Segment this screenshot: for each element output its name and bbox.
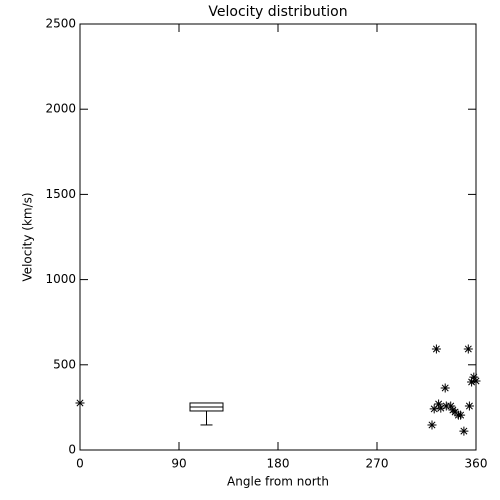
asterisk-stroke (440, 383, 450, 393)
asterisk-stroke (75, 398, 85, 408)
asterisk-stroke (459, 426, 469, 436)
y-axis-label: Velocity (km/s) (21, 192, 35, 281)
asterisk-stroke (446, 401, 456, 411)
x-axis-label: Angle from north (227, 475, 329, 489)
x-tick-label: 360 (465, 457, 488, 471)
asterisk-stroke (463, 344, 473, 354)
asterisk-stroke (467, 377, 477, 387)
asterisk-stroke (469, 372, 479, 382)
y-tick-label: 1000 (45, 272, 76, 286)
asterisk-point (459, 426, 469, 436)
asterisk-point (434, 399, 444, 409)
asterisk-point (463, 344, 473, 354)
asterisk-point (471, 376, 481, 386)
asterisk-stroke (429, 404, 439, 414)
x-tick-label: 0 (76, 457, 84, 471)
y-tick-label: 1500 (45, 187, 76, 201)
chart-title: Velocity distribution (208, 4, 347, 20)
x-tick-label: 270 (366, 457, 389, 471)
asterisk-stroke (434, 399, 444, 409)
asterisk-stroke (431, 344, 441, 354)
asterisk-stroke (456, 410, 466, 420)
asterisk-stroke (436, 403, 446, 413)
asterisk-point (456, 410, 466, 420)
asterisk-point (464, 401, 474, 411)
asterisk-point (450, 407, 460, 417)
y-tick-label: 500 (53, 357, 76, 371)
asterisk-stroke (450, 407, 460, 417)
asterisk-point (427, 420, 437, 430)
asterisk-stroke (427, 420, 437, 430)
asterisk-point (75, 398, 85, 408)
y-tick-label: 0 (68, 443, 76, 457)
y-tick-label: 2500 (45, 17, 76, 31)
asterisk-point (469, 372, 479, 382)
asterisk-point (429, 404, 439, 414)
plot-frame (79, 23, 477, 451)
asterisk-point (446, 401, 456, 411)
x-tick-label: 90 (171, 457, 186, 471)
asterisk-point (436, 403, 446, 413)
asterisk-point (467, 377, 477, 387)
asterisk-stroke (464, 401, 474, 411)
asterisk-stroke (471, 376, 481, 386)
asterisk-point (440, 383, 450, 393)
y-tick-label: 2000 (45, 102, 76, 116)
asterisk-point (431, 344, 441, 354)
x-tick-label: 180 (267, 457, 290, 471)
